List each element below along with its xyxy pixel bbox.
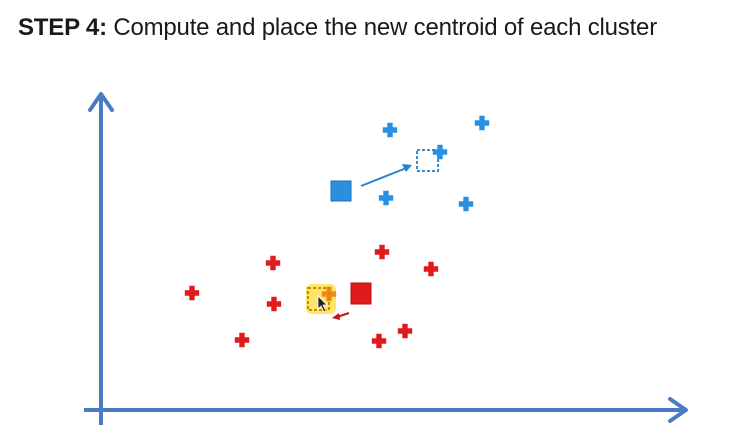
red-centroid-group bbox=[306, 282, 372, 320]
plus-icon bbox=[382, 122, 398, 138]
red-move-arrowhead-icon bbox=[332, 313, 340, 320]
x-axis-arrow-icon bbox=[668, 397, 688, 423]
y-axis-arrow-icon bbox=[88, 92, 114, 112]
plus-icon bbox=[234, 332, 250, 348]
new-blue-centroid-dashed-square-icon bbox=[416, 149, 439, 172]
plus-icon bbox=[378, 190, 394, 206]
plus-icon bbox=[423, 261, 439, 277]
step-description: Compute and place the new centroid of ea… bbox=[106, 14, 657, 41]
plus-icon bbox=[432, 144, 448, 160]
plus-icon bbox=[397, 323, 413, 339]
blue-centroid-group bbox=[330, 149, 439, 202]
blue-move-arrowhead-icon bbox=[402, 164, 412, 172]
plus-icon bbox=[374, 244, 390, 260]
step-label: STEP 4: bbox=[18, 14, 107, 41]
plus-icon bbox=[184, 285, 200, 301]
axes bbox=[84, 92, 688, 425]
plus-icon bbox=[371, 333, 387, 349]
old-blue-centroid-square-icon bbox=[330, 180, 352, 202]
new-red-centroid-dashed-square-icon bbox=[307, 287, 330, 311]
slide-title: STEP 4: Compute and place the new centro… bbox=[18, 14, 657, 42]
plus-icon bbox=[474, 115, 490, 131]
blue-move-arrow-icon bbox=[360, 166, 410, 187]
old-red-centroid-square-icon bbox=[350, 282, 372, 305]
blue-cluster-points bbox=[378, 115, 490, 212]
plus-icon bbox=[265, 255, 281, 271]
mouse-cursor-icon bbox=[317, 295, 328, 313]
plus-icon bbox=[266, 296, 282, 312]
plus-icon bbox=[458, 196, 474, 212]
